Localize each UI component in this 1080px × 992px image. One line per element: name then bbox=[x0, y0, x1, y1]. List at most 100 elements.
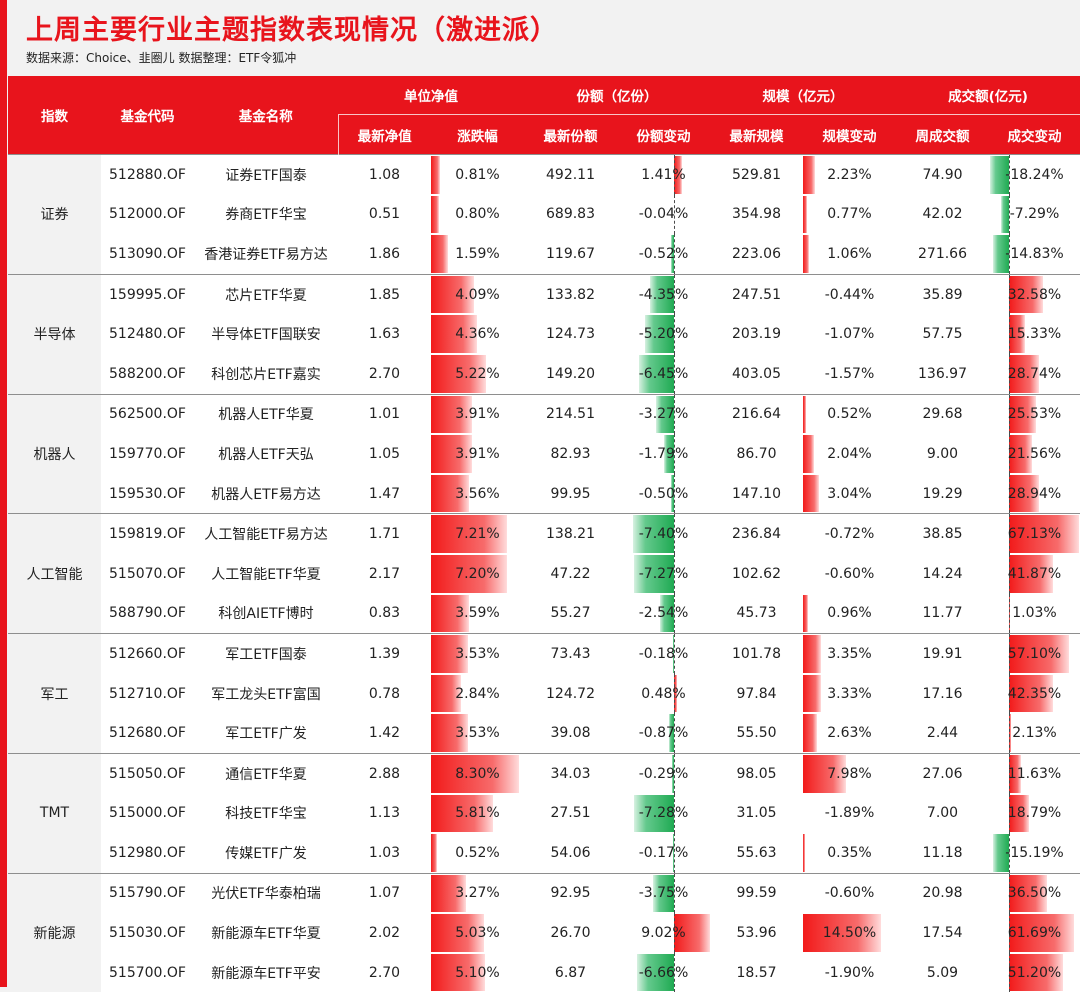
share-chg-cell: -4.35% bbox=[617, 274, 710, 314]
zero-axis bbox=[1009, 713, 1010, 753]
nav-cell: 1.13 bbox=[338, 794, 431, 834]
share-cell: 34.03 bbox=[524, 753, 617, 793]
scale-chg-cell: -0.60% bbox=[803, 873, 896, 913]
scale-cell: 45.73 bbox=[710, 594, 803, 634]
code-cell: 512980.OF bbox=[101, 833, 194, 873]
name-cell: 机器人ETF天弘 bbox=[194, 434, 338, 474]
nav-cell: 1.07 bbox=[338, 873, 431, 913]
turnover-cell: 17.54 bbox=[896, 913, 989, 953]
scale-chg-cell: 14.50% bbox=[803, 913, 896, 953]
header-index: 指数 bbox=[8, 76, 101, 155]
scale-chg-value: -0.60% bbox=[825, 885, 875, 901]
code-cell: 515700.OF bbox=[101, 953, 194, 992]
scale-cell: 18.57 bbox=[710, 953, 803, 992]
chg-value: 5.03% bbox=[455, 925, 499, 941]
code-cell: 515030.OF bbox=[101, 913, 194, 953]
scale-cell: 31.05 bbox=[710, 794, 803, 834]
share-cell: 27.51 bbox=[524, 794, 617, 834]
scale-chg-bar bbox=[803, 196, 807, 234]
chg-cell: 3.53% bbox=[431, 713, 524, 753]
scale-chg-cell: 0.52% bbox=[803, 394, 896, 434]
name-cell: 人工智能ETF易方达 bbox=[194, 514, 338, 554]
share-chg-value: 9.02% bbox=[641, 925, 685, 941]
code-cell: 562500.OF bbox=[101, 394, 194, 434]
header-turnover: 周成交额 bbox=[896, 115, 989, 155]
share-chg-cell: -0.50% bbox=[617, 474, 710, 514]
chg-value: 5.10% bbox=[455, 965, 499, 981]
scale-chg-bar bbox=[803, 435, 814, 473]
category-cell: TMT bbox=[8, 753, 101, 873]
turnover-chg-value: 28.94% bbox=[1008, 486, 1061, 502]
turnover-chg-cell: -7.29% bbox=[989, 195, 1080, 235]
header-share-chg: 份额变动 bbox=[617, 115, 710, 155]
turnover-chg-cell: 18.79% bbox=[989, 794, 1080, 834]
scale-cell: 147.10 bbox=[710, 474, 803, 514]
share-chg-cell: -6.45% bbox=[617, 354, 710, 394]
share-chg-value: -0.87% bbox=[639, 725, 689, 741]
category-cell: 人工智能 bbox=[8, 514, 101, 634]
chg-value: 5.81% bbox=[455, 805, 499, 821]
turnover-chg-value: 1.03% bbox=[1012, 605, 1056, 621]
nav-cell: 1.01 bbox=[338, 394, 431, 434]
turnover-chg-value: -14.83% bbox=[1005, 246, 1063, 262]
share-chg-cell: -0.17% bbox=[617, 833, 710, 873]
share-chg-value: -2.54% bbox=[639, 605, 689, 621]
share-cell: 133.82 bbox=[524, 274, 617, 314]
code-cell: 159819.OF bbox=[101, 514, 194, 554]
scale-chg-value: 3.04% bbox=[827, 486, 871, 502]
chg-cell: 5.22% bbox=[431, 354, 524, 394]
scale-chg-cell: 3.35% bbox=[803, 634, 896, 674]
share-cell: 92.95 bbox=[524, 873, 617, 913]
chg-cell: 5.81% bbox=[431, 794, 524, 834]
turnover-chg-cell: 61.69% bbox=[989, 913, 1080, 953]
turnover-cell: 7.00 bbox=[896, 794, 989, 834]
share-chg-value: -4.35% bbox=[639, 287, 689, 303]
scale-chg-cell: -0.60% bbox=[803, 554, 896, 594]
scale-chg-value: 2.63% bbox=[827, 725, 871, 741]
code-cell: 515790.OF bbox=[101, 873, 194, 913]
chg-cell: 3.53% bbox=[431, 634, 524, 674]
turnover-chg-cell: 25.53% bbox=[989, 394, 1080, 434]
scale-chg-bar bbox=[803, 396, 806, 434]
chg-cell: 7.20% bbox=[431, 554, 524, 594]
scale-chg-cell: 0.77% bbox=[803, 195, 896, 235]
chg-bar bbox=[431, 196, 439, 234]
code-cell: 513090.OF bbox=[101, 234, 194, 274]
turnover-chg-value: 61.69% bbox=[1008, 925, 1061, 941]
code-cell: 515050.OF bbox=[101, 753, 194, 793]
name-cell: 半导体ETF国联安 bbox=[194, 314, 338, 354]
scale-chg-cell: -1.90% bbox=[803, 953, 896, 992]
scale-chg-cell: 2.23% bbox=[803, 155, 896, 195]
code-cell: 512680.OF bbox=[101, 713, 194, 753]
code-cell: 512480.OF bbox=[101, 314, 194, 354]
turnover-cell: 14.24 bbox=[896, 554, 989, 594]
scale-chg-value: 0.35% bbox=[827, 845, 871, 861]
share-cell: 214.51 bbox=[524, 394, 617, 434]
share-cell: 73.43 bbox=[524, 634, 617, 674]
turnover-chg-cell: 15.33% bbox=[989, 314, 1080, 354]
share-chg-value: 1.41% bbox=[641, 167, 685, 183]
header-nav: 最新净值 bbox=[338, 115, 431, 155]
share-cell: 39.08 bbox=[524, 713, 617, 753]
scale-chg-value: -1.89% bbox=[825, 805, 875, 821]
scale-chg-bar bbox=[803, 834, 805, 872]
share-chg-value: 0.48% bbox=[641, 686, 685, 702]
share-chg-cell: -7.27% bbox=[617, 554, 710, 594]
code-cell: 588790.OF bbox=[101, 594, 194, 634]
share-chg-value: -0.50% bbox=[639, 486, 689, 502]
turnover-chg-value: 42.35% bbox=[1008, 686, 1061, 702]
nav-cell: 2.70 bbox=[338, 953, 431, 992]
scale-cell: 529.81 bbox=[710, 155, 803, 195]
share-cell: 82.93 bbox=[524, 434, 617, 474]
scale-chg-bar bbox=[803, 635, 821, 673]
chg-value: 7.21% bbox=[455, 526, 499, 542]
share-chg-cell: -2.54% bbox=[617, 594, 710, 634]
nav-cell: 0.78 bbox=[338, 674, 431, 714]
scale-chg-value: 2.23% bbox=[827, 167, 871, 183]
scale-chg-value: -1.57% bbox=[825, 366, 875, 382]
